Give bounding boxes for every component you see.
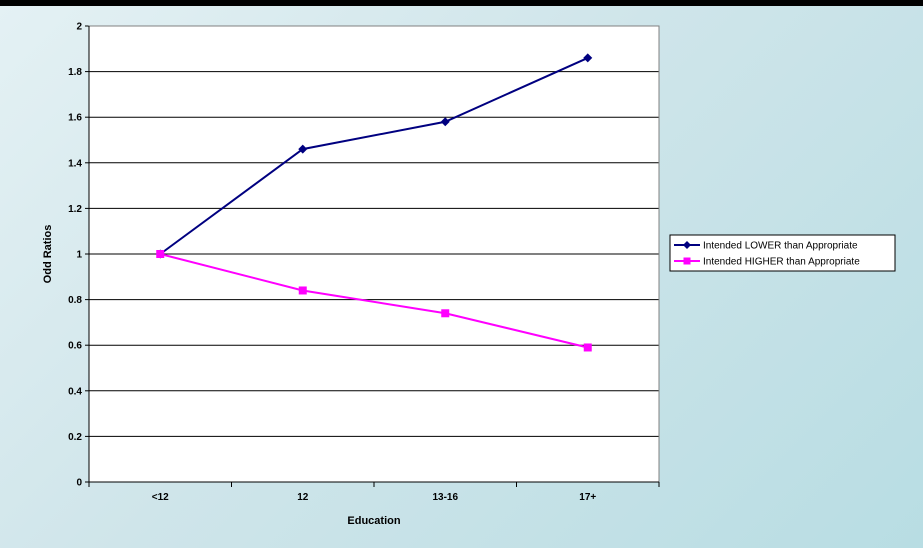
y-tick-label: 0 (76, 478, 82, 489)
y-tick-label: 0.8 (68, 295, 82, 306)
data-point (583, 343, 592, 352)
x-tick-label: <12 (152, 492, 169, 503)
legend-marker (683, 257, 691, 265)
series-line (160, 253, 588, 349)
data-point (583, 53, 593, 63)
data-point (298, 144, 308, 154)
y-tick-label: 0.4 (68, 386, 82, 397)
y-axis-label: Odd Ratios (42, 225, 54, 284)
series-markers (155, 53, 593, 352)
series-line (159, 57, 589, 255)
x-tick-label: 12 (297, 492, 309, 503)
y-tick-label: 1.2 (68, 204, 82, 215)
axes (85, 25, 660, 487)
y-tick-label: 1 (76, 250, 82, 261)
y-tick-label: 1.4 (68, 158, 82, 169)
x-tick-labels: <12 12 13-16 17+ (152, 492, 597, 503)
y-tick-label: 2 (76, 22, 82, 33)
series-lines (159, 57, 589, 349)
legend-label: Intended HIGHER than Appropriate (703, 257, 860, 268)
top-border (0, 0, 923, 6)
y-tick-label: 0.6 (68, 341, 82, 352)
data-point (298, 286, 307, 295)
legend-marker (683, 241, 691, 249)
x-tick-label: 13-16 (432, 492, 458, 503)
data-point (156, 250, 165, 258)
legend-label: Intended LOWER than Appropriate (703, 241, 858, 252)
legend: Intended LOWER than Appropriate Intended … (669, 234, 896, 272)
x-axis-label: Education (347, 515, 400, 527)
y-tick-label: 0.2 (68, 432, 82, 443)
data-point (440, 117, 450, 127)
legend-box (669, 234, 896, 272)
data-point (441, 309, 450, 318)
x-tick-label: 17+ (579, 492, 596, 503)
y-tick-label: 1.6 (68, 113, 82, 124)
y-tick-labels: 0 0.2 0.4 0.6 0.8 1 1.2 1.4 1.6 1.8 2 (68, 22, 82, 489)
y-tick-label: 1.8 (68, 67, 82, 78)
